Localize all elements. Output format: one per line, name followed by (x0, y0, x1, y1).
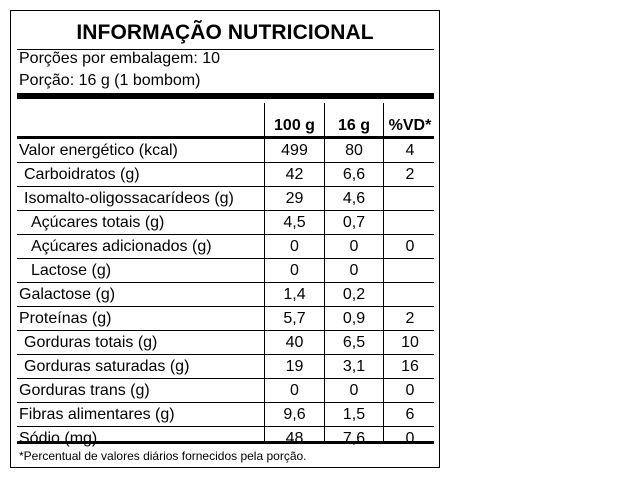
nutrient-name: Gorduras totais (g) (24, 334, 158, 351)
servings-per-package: Porções por embalagem: 10 (19, 50, 220, 67)
column-header-100g: 100 g (274, 117, 315, 134)
nutrient-name: Lactose (g) (31, 262, 112, 279)
nutrient-name: Açúcares adicionados (g) (31, 238, 212, 255)
value-per-100g: 0 (290, 382, 299, 399)
daily-value-percent: 2 (405, 166, 415, 183)
value-per-serving: 0,7 (342, 214, 366, 231)
thick-divider (17, 93, 434, 99)
table-row: Gorduras totais (g) 40 6,5 10 (17, 331, 434, 355)
value-per-100g: 5,7 (283, 310, 306, 327)
value-per-serving: 7,6 (342, 430, 366, 447)
label-title: INFORMAÇÃO NUTRICIONAL (76, 21, 374, 44)
daily-value-percent: 2 (405, 310, 415, 327)
nutrition-facts-label: INFORMAÇÃO NUTRICIONAL Porções por embal… (10, 10, 440, 468)
value-per-serving: 6,6 (342, 166, 366, 183)
daily-value-percent: 0 (405, 430, 415, 447)
value-per-100g: 9,6 (283, 406, 306, 423)
bottom-divider (17, 441, 434, 444)
nutrient-name: Galactose (g) (19, 286, 116, 303)
daily-value-percent: 4 (405, 142, 415, 159)
row-divider (17, 282, 434, 283)
value-per-serving: 0,9 (342, 310, 366, 327)
table-row: Gorduras saturadas (g) 19 3,1 16 (17, 355, 434, 379)
table-row: Açúcares adicionados (g) 0 0 0 (17, 235, 434, 259)
value-per-100g: 0 (290, 238, 299, 255)
title-divider (17, 49, 434, 50)
table-row: Lactose (g) 0 0 (17, 259, 434, 283)
column-header-serving: 16 g (337, 117, 370, 134)
nutrient-name: Carboidratos (g) (24, 166, 140, 183)
daily-value-percent: 16 (401, 358, 419, 375)
value-per-100g: 40 (285, 334, 304, 351)
column-header-dv: %VD* (388, 117, 432, 134)
value-per-100g: 29 (285, 190, 304, 207)
value-per-100g: 4,5 (283, 214, 306, 231)
column-divider-3 (383, 103, 384, 442)
value-per-serving: 4,6 (342, 190, 366, 207)
value-per-serving: 0 (349, 262, 359, 279)
nutrient-name: Gorduras saturadas (g) (24, 358, 190, 375)
nutrient-name: Açúcares totais (g) (31, 214, 165, 231)
row-divider (17, 378, 434, 379)
table-row: Açúcares totais (g) 4,5 0,7 (17, 211, 434, 235)
column-divider-1 (264, 103, 265, 442)
row-divider (17, 210, 434, 211)
value-per-serving: 3,1 (342, 358, 366, 375)
nutrient-name: Valor energético (kcal) (19, 142, 178, 159)
daily-value-percent: 0 (405, 382, 415, 399)
value-per-100g: 1,4 (283, 286, 306, 303)
value-per-100g: 0 (290, 262, 299, 279)
table-row: Valor energético (kcal) 499 80 4 (17, 139, 434, 163)
footnote: *Percentual de valores diários fornecido… (19, 449, 307, 463)
row-divider (17, 354, 434, 355)
row-divider (17, 234, 434, 235)
daily-value-percent: 6 (405, 406, 415, 423)
table-row: Gorduras trans (g) 0 0 0 (17, 379, 434, 403)
column-divider-2 (324, 103, 325, 442)
serving-size: Porção: 16 g (1 bombom) (19, 72, 201, 89)
value-per-serving: 0 (349, 238, 359, 255)
table-row: Fibras alimentares (g) 9,6 1,5 6 (17, 403, 434, 427)
value-per-serving: 6,5 (342, 334, 366, 351)
row-divider (17, 306, 434, 307)
value-per-100g: 499 (281, 142, 308, 159)
value-per-100g: 42 (285, 166, 304, 183)
table-row: Isomalto-oligossacarídeos (g) 29 4,6 (17, 187, 434, 211)
table-row: Carboidratos (g) 42 6,6 2 (17, 163, 434, 187)
value-per-serving: 0 (349, 382, 359, 399)
nutrient-name: Proteínas (g) (19, 310, 112, 327)
value-per-serving: 80 (345, 142, 363, 159)
nutrient-name: Fibras alimentares (g) (19, 406, 175, 423)
value-per-serving: 1,5 (342, 406, 366, 423)
nutrient-name: Gorduras trans (g) (19, 382, 150, 399)
table-row: Galactose (g) 1,4 0,2 (17, 283, 434, 307)
table-row: Proteínas (g) 5,7 0,9 2 (17, 307, 434, 331)
daily-value-percent: 0 (405, 238, 415, 255)
row-divider (17, 258, 434, 259)
row-divider (17, 186, 434, 187)
value-per-100g: 19 (285, 358, 304, 375)
value-per-serving: 0,2 (342, 286, 366, 303)
row-divider (17, 426, 434, 427)
nutrient-name: Isomalto-oligossacarídeos (g) (24, 190, 234, 207)
daily-value-percent: 10 (401, 334, 419, 351)
row-divider (17, 402, 434, 403)
row-divider (17, 330, 434, 331)
header-divider (17, 136, 434, 139)
row-divider (17, 162, 434, 163)
